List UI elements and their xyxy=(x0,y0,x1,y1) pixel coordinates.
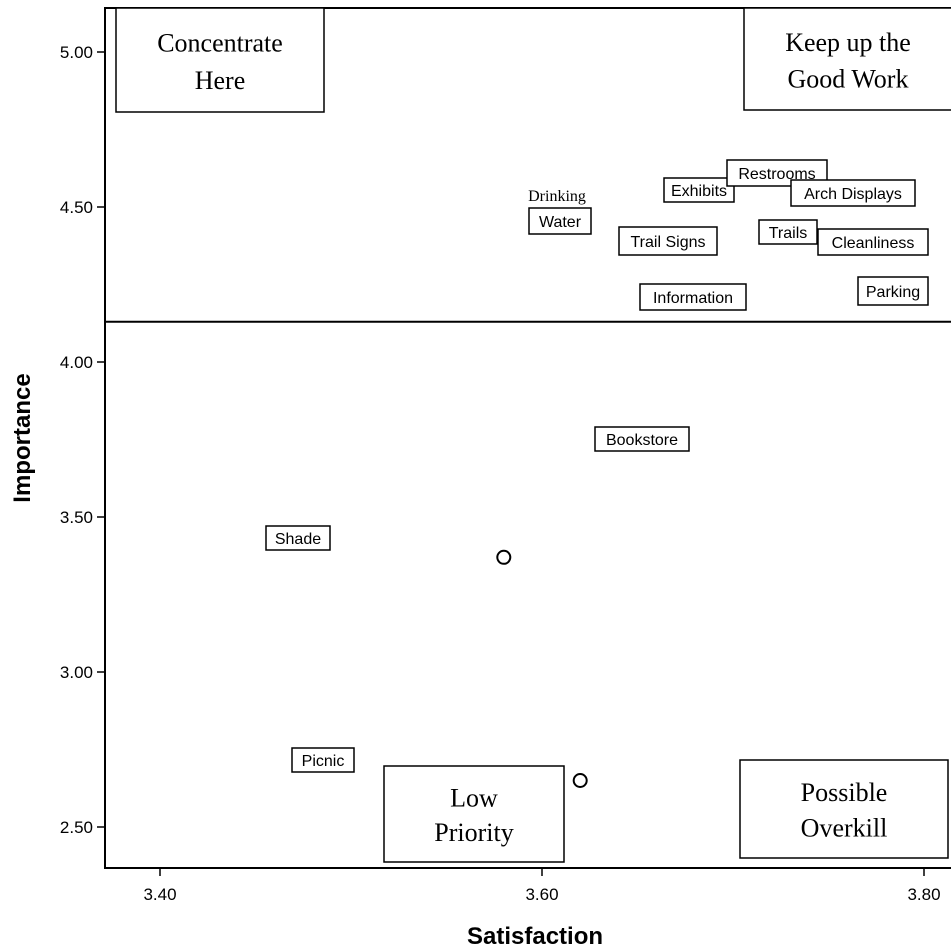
point-label-box xyxy=(857,276,929,306)
point-information: Information xyxy=(639,283,747,311)
point-label-box xyxy=(528,207,592,235)
y-axis-title: Importance xyxy=(9,373,36,502)
point-exhibits: Exhibits xyxy=(663,177,735,203)
quadrant-box xyxy=(115,7,325,113)
point-label: Picnic xyxy=(302,753,345,770)
point-trail-signs: Trail Signs xyxy=(618,226,718,256)
quadrant-box xyxy=(743,7,951,111)
point-parking: Parking xyxy=(857,276,929,306)
point-label-box xyxy=(594,426,690,452)
point-label-box xyxy=(790,179,916,207)
point-bookstore: Bookstore xyxy=(594,426,690,452)
point-label: Trails xyxy=(769,225,808,242)
quadrant-label-line1: Concentrate xyxy=(157,29,283,58)
y-tick-label: 2.50 xyxy=(60,818,93,837)
quadrant-box xyxy=(739,759,949,859)
point-label: Exhibits xyxy=(671,183,727,200)
point-label: Restrooms xyxy=(738,166,815,183)
point-label: Information xyxy=(653,290,733,307)
point-label-box xyxy=(817,228,929,256)
point-label-upper: Drinking xyxy=(528,188,586,205)
data-point-marker xyxy=(572,773,588,788)
point-label: Arch Displays xyxy=(804,186,902,203)
point-trails: Trails xyxy=(758,219,818,245)
x-tick-label: 3.40 xyxy=(143,885,176,904)
quadrant-label-line1: Possible xyxy=(801,778,888,807)
point-label: Bookstore xyxy=(606,432,678,449)
point-label: Cleanliness xyxy=(832,235,915,252)
quadrant-label-line2: Good Work xyxy=(788,65,909,94)
point-label-box xyxy=(618,226,718,256)
point-label-box xyxy=(265,525,331,551)
y-tick-label: 3.00 xyxy=(60,663,93,682)
data-point-marker xyxy=(496,549,512,565)
quadrant-box xyxy=(383,765,565,863)
x-axis-title: Satisfaction xyxy=(467,923,603,950)
point-label: Parking xyxy=(866,284,920,301)
point-cleanliness: Cleanliness xyxy=(817,228,929,256)
quadrant-label-line2: Here xyxy=(195,66,246,95)
y-tick-label: 5.00 xyxy=(60,43,93,62)
quadrant-label-line1: Low xyxy=(450,783,498,812)
point-label: Water xyxy=(539,214,582,231)
point-label-box xyxy=(291,747,355,773)
quadrant-label-line2: Priority xyxy=(434,818,513,847)
point-drinking: Drinking Water xyxy=(528,188,592,235)
x-tick-label: 3.80 xyxy=(907,885,940,904)
y-tick-label: 4.50 xyxy=(60,198,93,217)
point-arch-displays: Arch Displays xyxy=(790,179,916,207)
point-label-box xyxy=(758,219,818,245)
y-tick-label: 4.00 xyxy=(60,353,93,372)
point-shade: Shade xyxy=(265,525,512,565)
y-tick-label: 3.50 xyxy=(60,508,93,527)
point-label-box xyxy=(639,283,747,311)
quadrant-label-line2: Overkill xyxy=(801,813,888,842)
plot-frame xyxy=(104,7,951,869)
point-label: Trail Signs xyxy=(631,234,706,251)
x-tick-label: 3.60 xyxy=(525,885,558,904)
point-label: Shade xyxy=(275,531,321,548)
point-label-box xyxy=(663,177,735,203)
quadrant-label-line1: Keep up the xyxy=(785,28,911,57)
point-picnic: Picnic xyxy=(291,747,588,788)
